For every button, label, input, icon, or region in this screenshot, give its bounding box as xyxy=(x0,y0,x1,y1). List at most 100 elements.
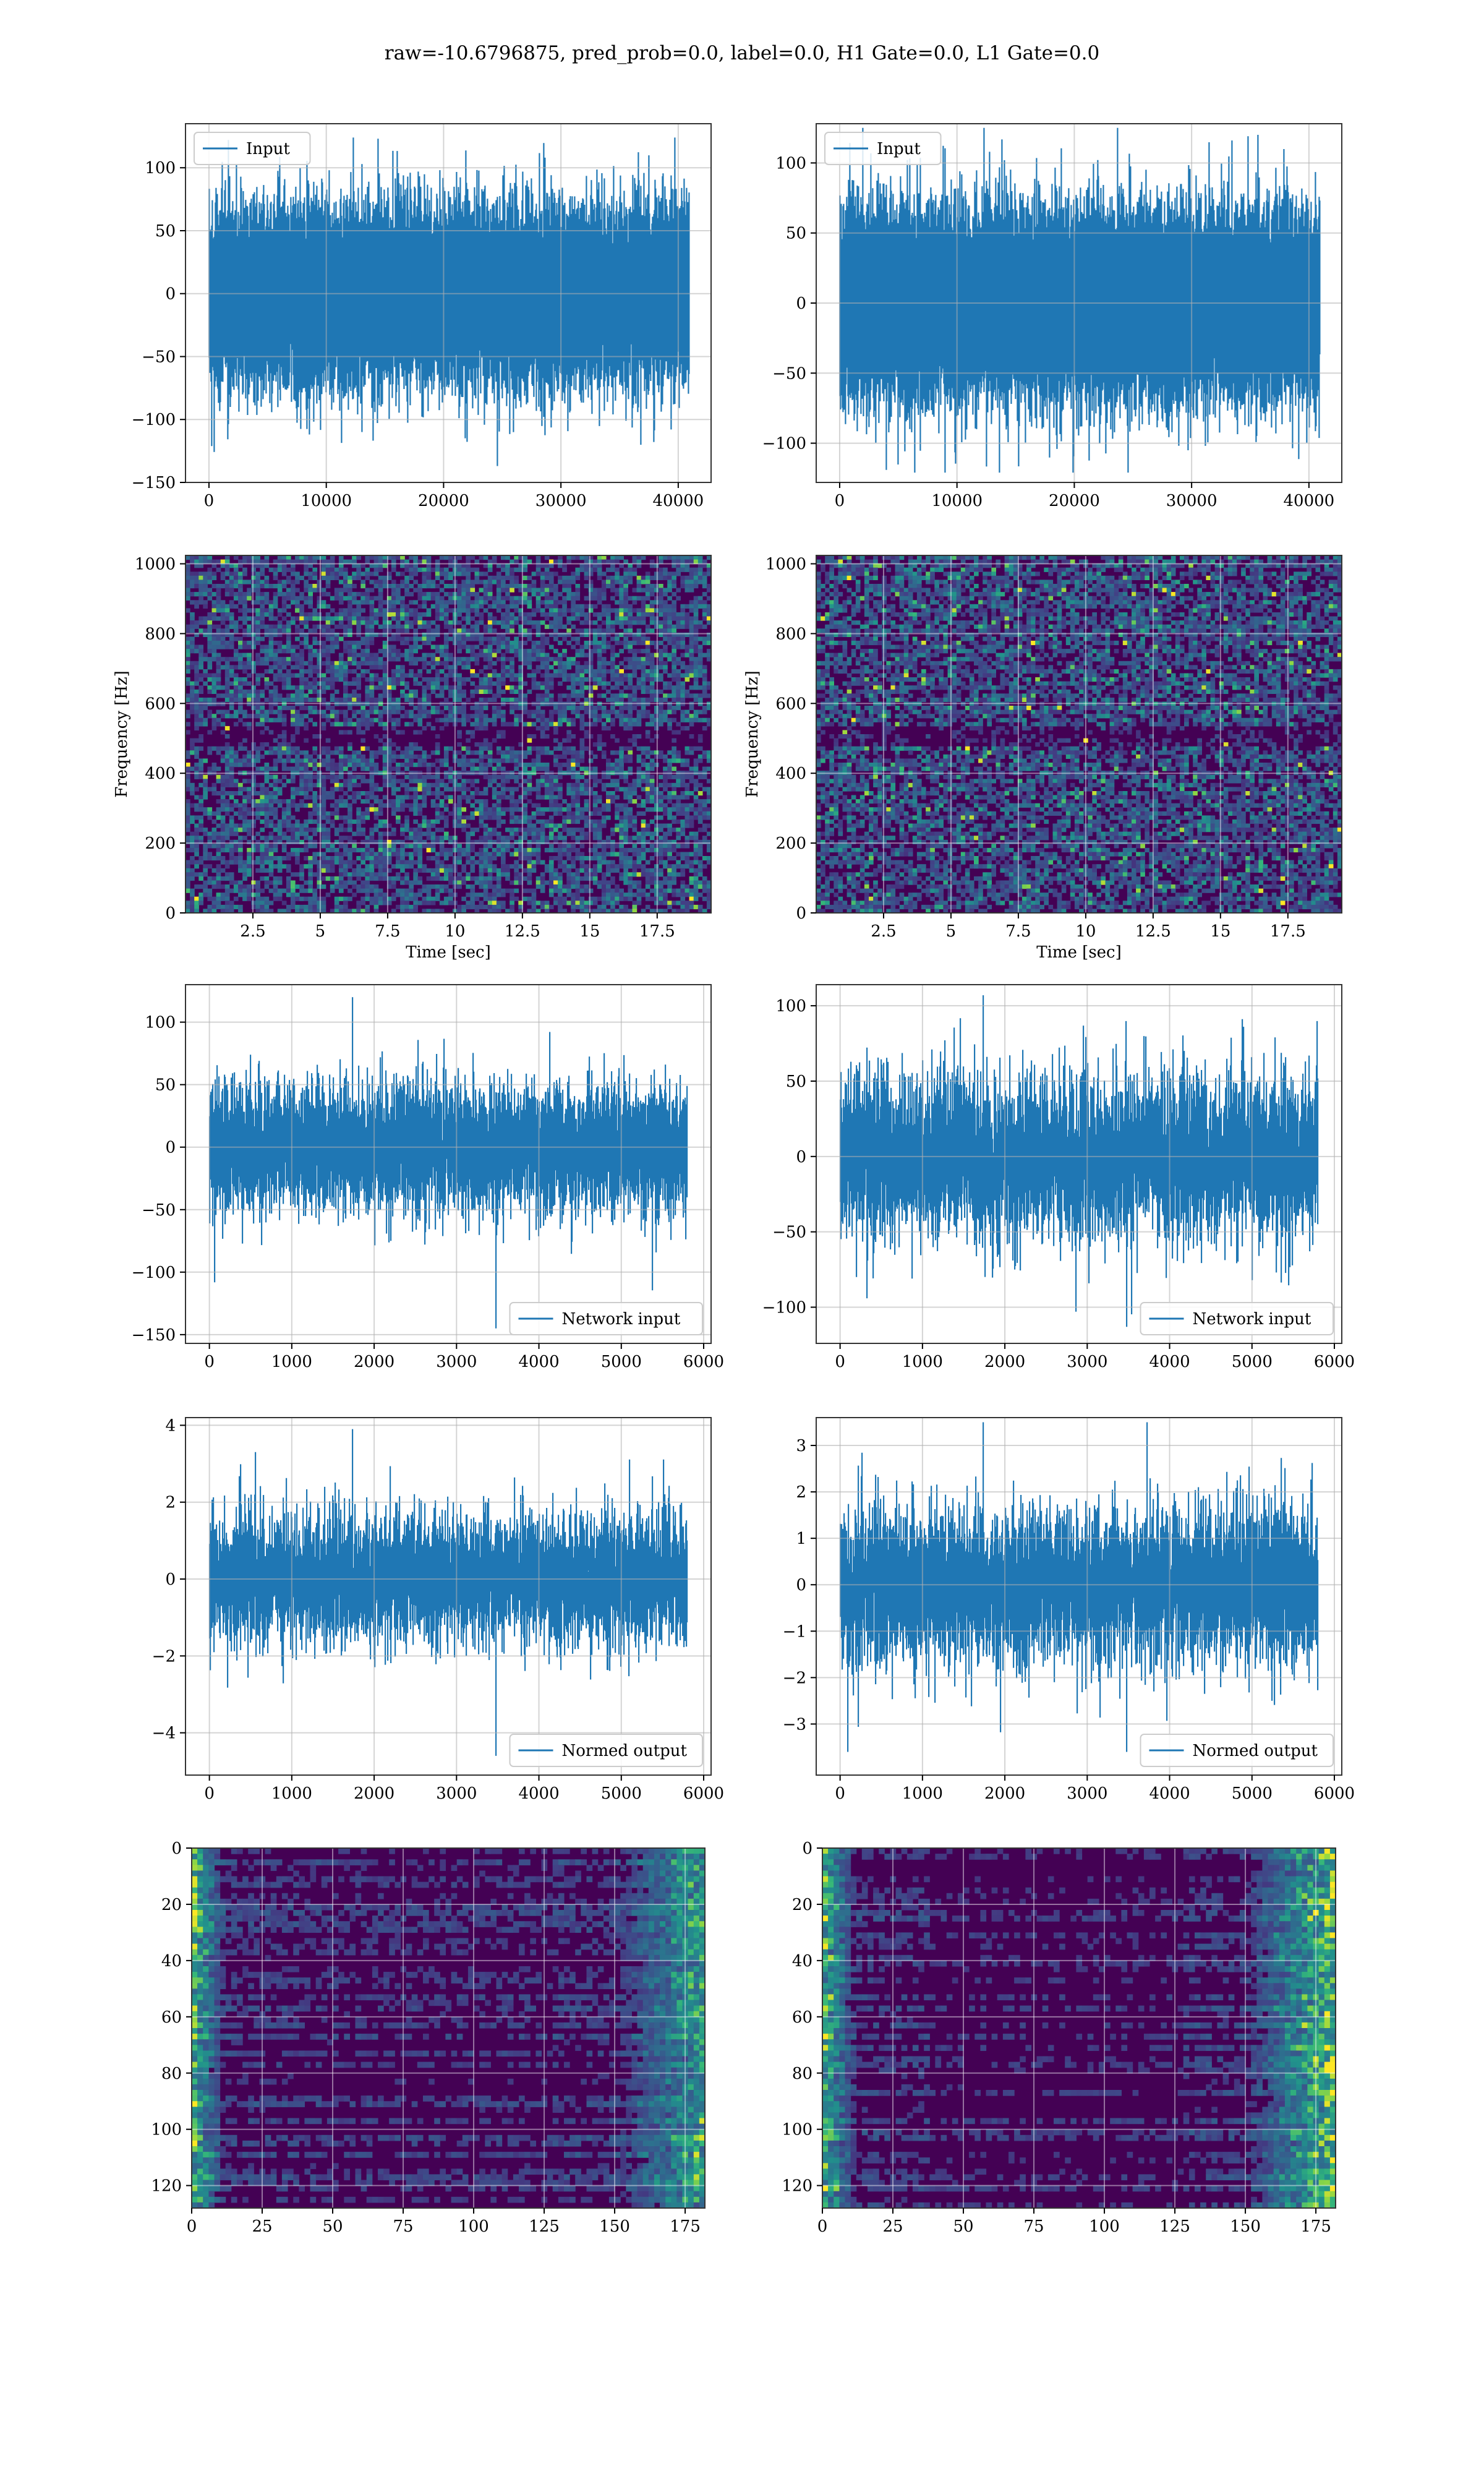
y-tick-label: 80 xyxy=(161,2065,182,2083)
h1-input-plot-area xyxy=(208,137,690,466)
y-tick-label: 100 xyxy=(782,2121,812,2139)
legend-box xyxy=(1140,1734,1334,1767)
x-tick-label: 0 xyxy=(204,492,215,510)
x-axis-label: Time [sec] xyxy=(1036,943,1122,962)
l1-input-legend: Input xyxy=(824,132,942,165)
x-tick-label: 20000 xyxy=(1049,492,1100,510)
l1-input-series-line xyxy=(839,127,1321,473)
h1-network-input-series-line xyxy=(209,997,688,1329)
h1-feature-map-frame xyxy=(191,1847,706,2209)
y-tick-label: 120 xyxy=(782,2177,812,2196)
legend-box xyxy=(824,132,942,165)
l1-network-input-plot-area xyxy=(840,995,1319,1327)
legend-label: Input xyxy=(877,140,921,158)
x-tick-label: 15 xyxy=(1210,922,1230,941)
x-tick-label: 2000 xyxy=(984,1353,1025,1371)
x-tick-label: 6000 xyxy=(1314,1784,1355,1803)
y-tick-label: 3 xyxy=(796,1437,806,1455)
x-tick-label: 0 xyxy=(835,492,845,510)
x-tick-label: 30000 xyxy=(1166,492,1217,510)
x-tick-label: 10 xyxy=(1075,922,1096,941)
x-tick-label: 0 xyxy=(204,1353,215,1371)
y-axis-label: Frequency [Hz] xyxy=(743,670,762,798)
l1-normed-output-axes: 0 1000 2000 3000 4000 5000 6000 −3 −2 −1 0 1 2 3 Norme… xyxy=(783,1417,1355,1803)
y-tick-label: −50 xyxy=(772,1223,806,1242)
x-tick-label: 17.5 xyxy=(1270,922,1306,941)
y-tick-label: 100 xyxy=(151,2121,182,2139)
h1-spectrogram-grid xyxy=(186,555,711,914)
x-tick-label: 10000 xyxy=(931,492,983,510)
h1-spectrogram-frame xyxy=(185,555,712,914)
x-tick-label: 5000 xyxy=(601,1784,642,1803)
h1-input-series-line xyxy=(208,137,690,466)
y-tick-label: 0 xyxy=(802,1839,812,1858)
x-tick-label: 0 xyxy=(817,2217,828,2236)
x-tick-label: 3000 xyxy=(436,1353,477,1371)
x-tick-label: 4000 xyxy=(1149,1353,1190,1371)
y-tick-label: 200 xyxy=(775,834,806,853)
x-tick-label: 4000 xyxy=(518,1353,559,1371)
l1-spectrogram-axes: 2.5 5 7.5 10 12.5 15 17.5 0 200 400 600 800 1000 Time… xyxy=(743,555,1342,962)
y-tick-label: 0 xyxy=(796,294,806,313)
x-tick-label: 25 xyxy=(252,2217,272,2236)
x-axis-label: Time [sec] xyxy=(406,943,491,962)
x-tick-label: 10 xyxy=(445,922,465,941)
x-tick-label: 2000 xyxy=(984,1784,1025,1803)
h1-network-input-plot-area xyxy=(209,997,688,1329)
x-tick-label: 1000 xyxy=(271,1784,312,1803)
x-tick-label: 2.5 xyxy=(240,922,265,941)
x-tick-label: 4000 xyxy=(518,1784,559,1803)
y-tick-label: 1000 xyxy=(135,555,176,574)
x-tick-label: 0 xyxy=(187,2217,197,2236)
legend-label: Network input xyxy=(1193,1310,1311,1329)
x-tick-label: 15 xyxy=(579,922,600,941)
y-tick-label: −2 xyxy=(783,1669,806,1687)
legend-label: Network input xyxy=(562,1310,681,1329)
y-tick-label: 800 xyxy=(775,625,806,643)
y-tick-label: 0 xyxy=(796,1576,806,1594)
y-tick-label: −100 xyxy=(132,411,176,429)
x-tick-label: 0 xyxy=(835,1353,845,1371)
y-tick-label: 400 xyxy=(145,764,176,783)
y-tick-label: 20 xyxy=(161,1896,182,1914)
legend-box xyxy=(509,1302,703,1335)
y-tick-label: 2 xyxy=(796,1483,806,1502)
l1-normed-output-grid xyxy=(816,1418,1342,1775)
y-tick-label: 200 xyxy=(145,834,176,853)
legend-box xyxy=(1140,1302,1334,1335)
l1-spectrogram-plot-area xyxy=(816,555,1342,913)
y-tick-label: 0 xyxy=(165,1139,176,1157)
x-tick-label: 0 xyxy=(204,1784,215,1803)
x-tick-label: 3000 xyxy=(1067,1784,1107,1803)
h1-feature-map-axes: 0 25 50 75 100 125 150 175 0 20 40 60 80 100 120 xyxy=(151,1839,706,2236)
y-tick-label: −2 xyxy=(152,1647,176,1666)
x-tick-label: 6000 xyxy=(683,1353,724,1371)
x-tick-label: 25 xyxy=(882,2217,903,2236)
h1-normed-output-plot-area xyxy=(209,1429,688,1756)
x-tick-label: 5000 xyxy=(1232,1784,1273,1803)
y-tick-label: −1 xyxy=(783,1622,806,1641)
l1-feature-map-axes: 0 25 50 75 100 125 150 175 0 20 40 60 80 100 120 xyxy=(782,1839,1336,2236)
y-tick-label: −100 xyxy=(762,1299,806,1317)
x-tick-label: 4000 xyxy=(1149,1784,1190,1803)
l1-input-axes: 0 10000 20000 30000 40000 −100 −50 0 50 100 Input xyxy=(762,123,1342,510)
y-tick-label: −150 xyxy=(132,474,176,492)
legend-box xyxy=(509,1734,703,1767)
y-tick-label: 50 xyxy=(155,1076,176,1095)
h1-spectrogram-axes: 2.5 5 7.5 10 12.5 15 17.5 0 200 400 600 800 1000 Time… xyxy=(113,555,712,962)
y-tick-label: −150 xyxy=(132,1326,176,1345)
y-tick-label: 600 xyxy=(145,695,176,713)
y-tick-label: −100 xyxy=(762,435,806,453)
l1-spectrogram-cells xyxy=(816,555,1342,913)
l1-normed-output-frame xyxy=(816,1417,1342,1776)
y-tick-label: 50 xyxy=(786,225,806,243)
l1-feature-map-plot-area xyxy=(822,1848,1336,2208)
y-tick-label: 0 xyxy=(796,904,806,923)
x-tick-label: 1000 xyxy=(271,1353,312,1371)
x-tick-label: 75 xyxy=(1023,2217,1044,2236)
x-tick-label: 6000 xyxy=(1314,1353,1355,1371)
y-tick-label: 1 xyxy=(796,1530,806,1548)
h1-feature-map-plot-area xyxy=(192,1848,705,2208)
h1-network-input-legend: Network input xyxy=(509,1302,703,1335)
